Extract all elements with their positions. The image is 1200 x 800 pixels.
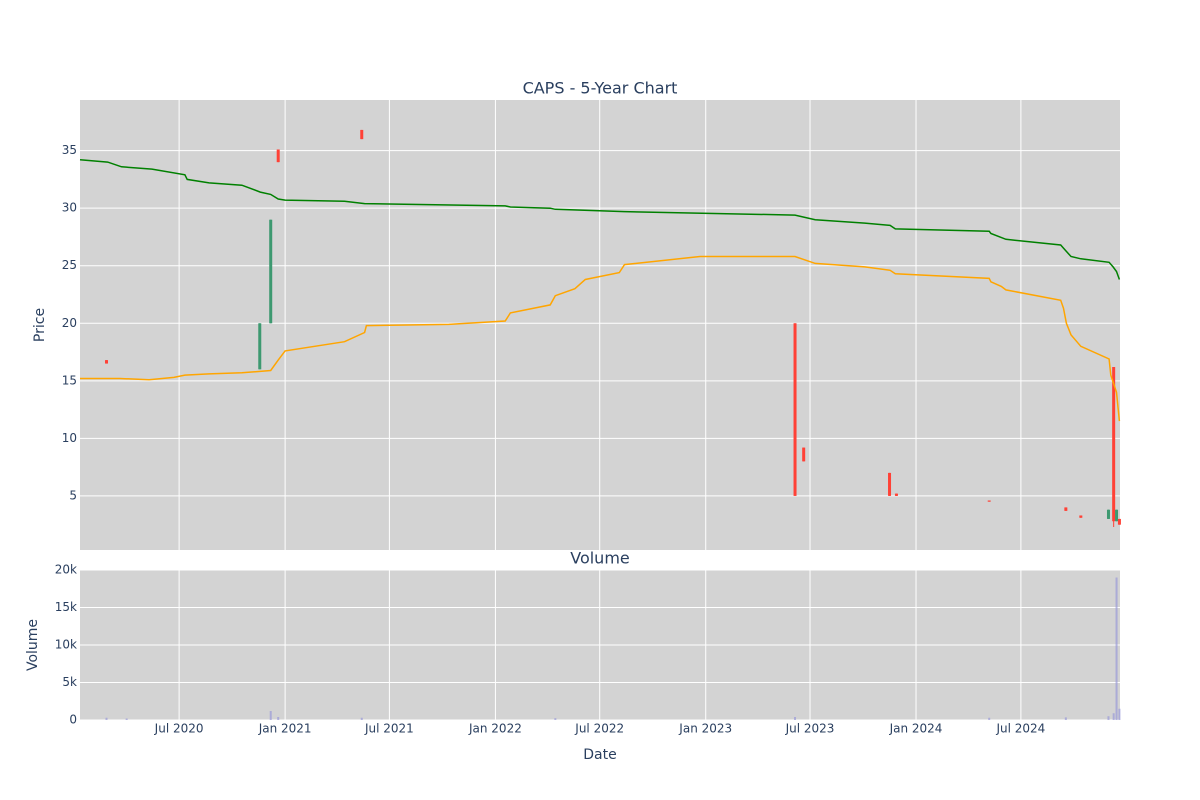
volume-bar <box>794 717 797 720</box>
volume-bar <box>269 711 272 720</box>
volume-bar <box>125 718 128 720</box>
candle-body <box>888 472 892 496</box>
candle-body <box>987 500 991 502</box>
y-tick-label: 0 <box>69 713 77 727</box>
candle-body <box>1117 518 1121 525</box>
volume-bar <box>1107 716 1110 720</box>
x-tick-label: Jan 2023 <box>678 722 732 736</box>
y-tick-label: 20 <box>62 316 77 330</box>
moving-average-line <box>79 159 1121 280</box>
candle-body <box>1064 507 1068 511</box>
x-tick-label: Jul 2022 <box>574 722 624 736</box>
y-tick-label: 5 <box>69 488 77 502</box>
candle-body <box>276 149 280 163</box>
candle-body <box>360 129 364 140</box>
volume-axis-title: Volume <box>25 619 41 671</box>
y-tick-label: 30 <box>62 201 77 215</box>
y-tick-label: 10 <box>62 431 77 445</box>
y-tick-label: 25 <box>62 258 77 272</box>
volume-bar <box>360 717 363 720</box>
y-tick-label: 15 <box>62 373 77 387</box>
candle-body <box>105 360 109 364</box>
x-tick-label: Jul 2024 <box>995 722 1045 736</box>
x-tick-label: Jan 2022 <box>468 722 522 736</box>
volume-bar <box>1118 708 1121 720</box>
candle-body <box>1115 509 1119 522</box>
x-axis-title: Date <box>583 747 616 763</box>
x-tick-label: Jul 2020 <box>154 722 204 736</box>
x-tick-label: Jan 2024 <box>889 722 943 736</box>
candle-body <box>1106 509 1110 519</box>
volume-bar <box>1112 713 1115 720</box>
y-tick-label: 5k <box>62 675 77 689</box>
volume-bar <box>105 717 108 720</box>
y-tick-label: 15k <box>55 600 77 614</box>
y-tick-label: 20k <box>55 563 77 577</box>
candle-body <box>269 219 273 324</box>
candle-body <box>894 493 898 496</box>
y-tick-label: 10k <box>55 638 77 652</box>
volume-bar <box>988 717 991 720</box>
marks <box>79 129 1121 720</box>
candle-body <box>1079 515 1083 518</box>
volume-bar <box>1115 577 1118 720</box>
candle-body <box>793 323 797 496</box>
volume-bar <box>1064 717 1067 720</box>
candle-body <box>1112 367 1116 522</box>
volume-bar <box>277 717 280 720</box>
y-axis-title: Price <box>32 308 48 342</box>
x-tick-label: Jul 2021 <box>364 722 414 736</box>
x-tick-label: Jul 2023 <box>785 722 835 736</box>
candle-body <box>802 447 806 462</box>
x-tick-label: Jan 2021 <box>258 722 312 736</box>
chart-title: CAPS - 5-Year Chart <box>523 79 678 98</box>
volume-bar <box>554 718 557 720</box>
y-tick-label: 35 <box>62 143 77 157</box>
volume-title: Volume <box>570 549 630 568</box>
grid <box>80 100 1120 721</box>
moving-average-line <box>80 255 1121 422</box>
candle-body <box>258 323 262 370</box>
